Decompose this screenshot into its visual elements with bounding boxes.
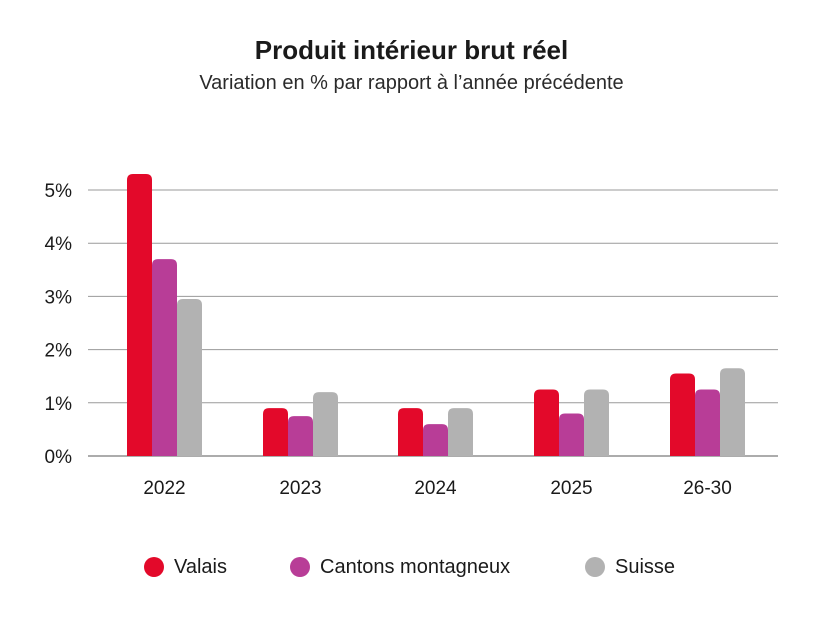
bar-cantons-montagneux-2025 [559,413,584,456]
legend-label: Valais [174,555,227,578]
bar-suisse-2024 [448,408,473,456]
legend-item-cantons-montagneux: Cantons montagneux [290,552,510,582]
legend-swatch [144,557,164,577]
bar-suisse-2023 [313,392,338,456]
legend-label: Suisse [615,555,676,578]
y-tick-label: 5% [45,181,73,202]
x-tick-label: 26-30 [683,478,732,499]
legend-item-suisse: Suisse [585,552,675,582]
bar-valais-2025 [534,389,559,456]
bar-suisse-26-30 [720,368,745,456]
x-tick-label: 2025 [550,478,592,499]
bar-suisse-2025 [584,389,609,456]
y-tick-label: 3% [45,287,73,308]
chart-legend: Valais Cantons montagneux Suisse [0,552,823,582]
y-tick-label: 4% [45,234,73,255]
chart-title: Produit intérieur brut réel [254,35,569,65]
x-tick-label: 2024 [414,478,457,499]
bar-valais-2024 [398,408,423,456]
bar-valais-2023 [263,408,288,456]
chart-subtitle: Variation en % par rapport à l’année pré… [199,72,624,94]
x-tick-label: 2022 [143,478,185,499]
bar-cantons-montagneux-2024 [423,424,448,456]
legend-item-valais: Valais [144,552,227,582]
y-tick-label: 2% [45,341,73,362]
bar-cantons-montagneux-26-30 [695,389,720,456]
x-tick-label: 2023 [279,478,321,499]
legend-swatch [290,557,310,577]
bar-cantons-montagneux-2023 [288,416,313,456]
bar-valais-2022 [127,174,152,457]
bar-suisse-2022 [177,299,202,456]
y-tick-label: 0% [45,447,73,468]
bar-valais-26-30 [670,373,695,456]
legend-label: Cantons montagneux [320,555,511,578]
bar-cantons-montagneux-2022 [152,259,177,456]
y-tick-label: 1% [45,394,73,415]
legend-swatch [585,557,605,577]
